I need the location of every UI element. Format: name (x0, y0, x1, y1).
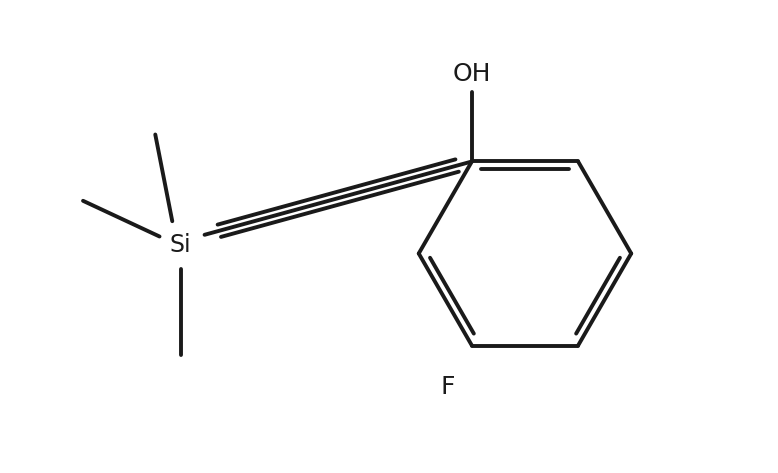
Text: F: F (441, 375, 455, 399)
Text: OH: OH (453, 62, 491, 86)
Text: Si: Si (170, 233, 191, 257)
